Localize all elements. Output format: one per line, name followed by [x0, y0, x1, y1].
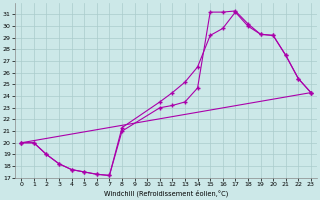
X-axis label: Windchill (Refroidissement éolien,°C): Windchill (Refroidissement éolien,°C)	[104, 190, 228, 197]
